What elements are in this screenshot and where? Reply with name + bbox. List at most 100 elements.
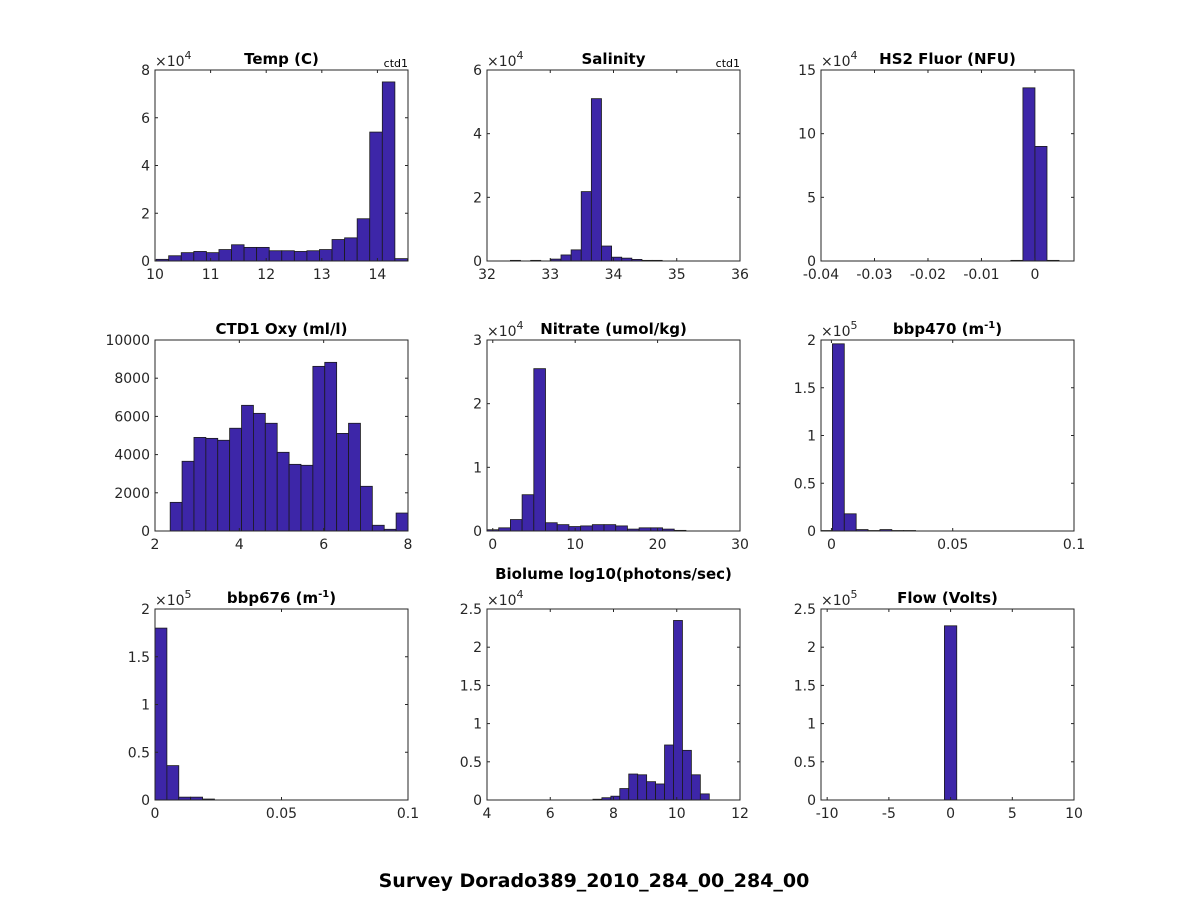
panel-title: Flow (Volts) <box>897 589 998 607</box>
x-tick-label: 10 <box>566 537 584 553</box>
panel-title: bbp676 (m-1) <box>227 589 336 607</box>
x-tick-label: 2 <box>151 537 160 553</box>
y-tick-label: 1.5 <box>794 678 816 694</box>
histogram-bar <box>673 620 683 801</box>
histogram-bar <box>312 365 326 532</box>
histogram-bar <box>264 422 278 532</box>
x-tick-label: 0.05 <box>266 806 297 822</box>
histogram-bar <box>276 451 290 532</box>
histogram-bar <box>205 252 220 262</box>
x-tick-label: 36 <box>731 267 749 283</box>
x-tick-label: -0.04 <box>803 267 839 283</box>
x-tick-label: 14 <box>369 267 387 283</box>
y-tick-label: 2 <box>473 640 482 656</box>
panel-title: Nitrate (umol/kg) <box>540 320 687 338</box>
histogram-bar <box>603 524 617 532</box>
histogram-bar <box>205 437 219 532</box>
y-tick-label: 2 <box>807 640 816 656</box>
y-tick-label: 2 <box>141 602 150 618</box>
histogram-bar <box>590 98 602 262</box>
histogram-bar <box>371 524 385 532</box>
x-tick-label: -0.02 <box>910 267 946 283</box>
histogram-bar <box>193 251 207 262</box>
histogram-bar <box>628 773 639 801</box>
histogram-bar <box>591 524 605 532</box>
y-tick-label: 0.5 <box>794 755 816 771</box>
x-tick-label: -0.01 <box>963 267 999 283</box>
y-tick-label: 0 <box>807 524 816 540</box>
histogram-bar <box>231 244 245 262</box>
y-tick-label: 6 <box>141 111 150 127</box>
x-tick-label: 12 <box>731 806 749 822</box>
y-tick-label: 0 <box>141 524 150 540</box>
histogram-bar <box>510 519 523 532</box>
y-tick-label: 15 <box>798 63 816 79</box>
y-tick-label: 0.5 <box>128 745 150 761</box>
exponent-value: 4 <box>185 49 192 62</box>
axes-box <box>154 339 409 532</box>
y-tick-label: 6000 <box>114 409 150 425</box>
histogram-bar <box>1022 87 1036 262</box>
x-tick-label: 4 <box>235 537 244 553</box>
panel-title: Biolume log10(photons/sec) <box>495 565 732 583</box>
histogram-bar <box>843 513 857 532</box>
y-tick-label: 5 <box>807 190 816 206</box>
histogram-bar <box>944 625 958 801</box>
histogram-bar <box>253 412 266 532</box>
y-tick-label: 6 <box>473 63 482 79</box>
panel-title: CTD1 Oxy (ml/l) <box>216 320 348 338</box>
y-tick-label: 2 <box>807 333 816 349</box>
x-tick-label: 12 <box>257 267 275 283</box>
y-exponent-label: ×105 <box>821 588 858 609</box>
histogram-bar <box>218 249 232 262</box>
y-tick-label: 3 <box>473 333 482 349</box>
histogram-bar <box>580 191 592 262</box>
y-tick-label: 0 <box>141 254 150 270</box>
histogram-bar <box>169 501 183 532</box>
histogram-panel: 32 33 34 35 36 0 2 4 6 ×104 Salinity ctd1 <box>473 49 749 283</box>
exponent-value: 4 <box>517 49 524 62</box>
x-tick-label: 30 <box>731 537 749 553</box>
histogram-bar <box>521 494 535 532</box>
x-tick-label: 10 <box>668 806 686 822</box>
plot-area <box>487 609 740 800</box>
histogram-bar <box>381 81 396 262</box>
histogram-bar <box>601 245 613 262</box>
histogram-bar <box>570 249 582 262</box>
histogram-bar <box>268 250 283 262</box>
x-tick-label: 4 <box>483 806 492 822</box>
y-tick-label: 1.5 <box>128 650 150 666</box>
y-tick-label: 1 <box>141 698 150 714</box>
y-tick-label: 4 <box>141 159 150 175</box>
histogram-bar <box>699 793 710 801</box>
y-exponent-label: ×105 <box>155 588 192 609</box>
y-tick-label: 1 <box>473 460 482 476</box>
histogram-bar <box>664 744 674 801</box>
y-tick-label: 0 <box>141 793 150 809</box>
panel-source-tag: ctd1 <box>384 57 408 70</box>
x-tick-label: 8 <box>404 537 413 553</box>
x-tick-label: 0.1 <box>397 806 419 822</box>
x-tick-label: 6 <box>319 537 328 553</box>
histogram-bar <box>300 464 314 532</box>
y-tick-label: 1 <box>807 429 816 445</box>
y-tick-label: 0 <box>473 793 482 809</box>
histogram-bar <box>181 460 195 532</box>
axes-box <box>820 608 1075 801</box>
histogram-bar <box>256 246 270 262</box>
exponent-value: 4 <box>851 49 858 62</box>
histogram-bar <box>545 522 558 532</box>
y-tick-label: 10000 <box>105 333 150 349</box>
histogram-bar <box>556 524 570 532</box>
x-tick-label: 0.1 <box>1063 537 1085 553</box>
y-exponent-label: ×104 <box>487 319 524 340</box>
panel-title: HS2 Fluor (NFU) <box>879 50 1016 68</box>
figure-title: Survey Dorado389_2010_284_00_284_00 <box>378 870 810 892</box>
histogram-panel: -10 -5 0 5 10 0 0.5 1 1.5 2 2.5 ×105 Flow (Volts) <box>794 588 1083 822</box>
x-tick-label: -10 <box>816 806 839 822</box>
panel-title: bbp470 (m-1) <box>893 320 1002 338</box>
histogram-bar <box>293 251 308 262</box>
x-tick-label: 33 <box>541 267 559 283</box>
panel-source-tag: ctd1 <box>716 57 740 70</box>
